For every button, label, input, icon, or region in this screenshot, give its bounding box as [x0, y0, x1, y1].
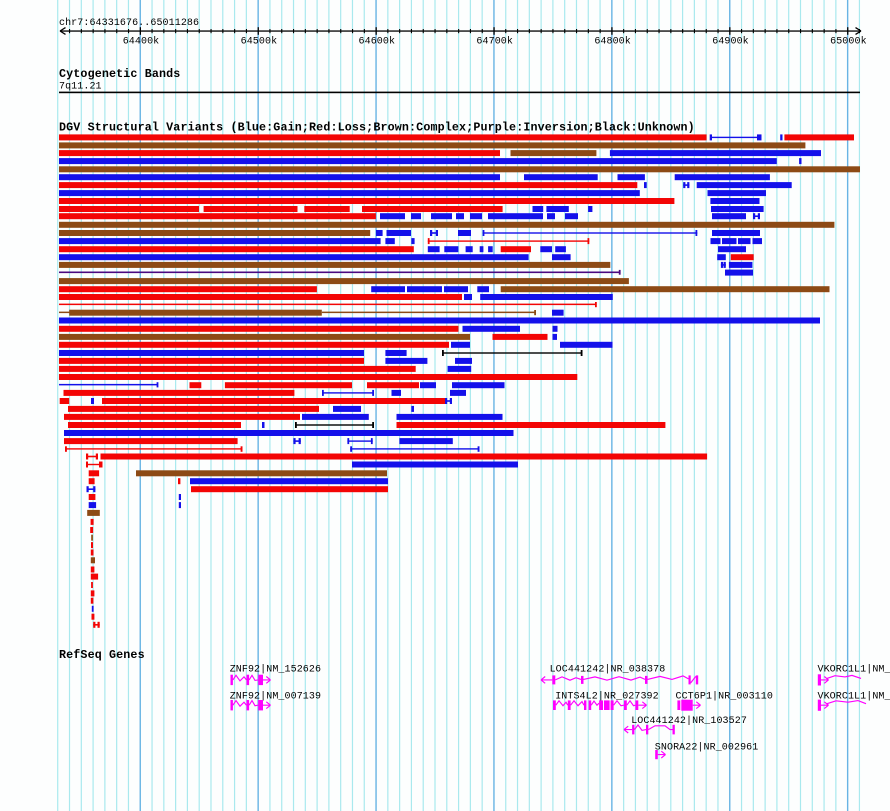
svg-text:SNORA22|NR_002961: SNORA22|NR_002961	[655, 742, 759, 754]
svg-text:DGV Structural Variants (Blue:: DGV Structural Variants (Blue:Gain;Red:L…	[59, 121, 695, 135]
svg-text:64500k: 64500k	[241, 35, 278, 47]
svg-text:Cytogenetic Bands: Cytogenetic Bands	[59, 67, 180, 81]
svg-text:64700k: 64700k	[476, 35, 513, 47]
svg-text:64600k: 64600k	[359, 35, 396, 47]
svg-text:7q11.21: 7q11.21	[59, 82, 102, 93]
svg-text:ZNF92|NM_007139: ZNF92|NM_007139	[230, 690, 321, 702]
svg-text:VKORC1L1|NM_: VKORC1L1|NM_	[818, 690, 890, 702]
svg-text:RefSeq Genes: RefSeq Genes	[59, 648, 145, 662]
svg-text:64400k: 64400k	[123, 35, 160, 47]
svg-text:CCT6P1|NR_003110: CCT6P1|NR_003110	[676, 690, 773, 702]
svg-text:VKORC1L1|NM_: VKORC1L1|NM_	[818, 663, 890, 675]
svg-text:64900k: 64900k	[712, 35, 749, 47]
svg-text:chr7:64331676..65011286: chr7:64331676..65011286	[59, 17, 199, 29]
svg-text:INTS4L2|NR_027392: INTS4L2|NR_027392	[555, 690, 659, 702]
svg-text:64800k: 64800k	[594, 35, 631, 47]
svg-text:LOC441242|NR_103527: LOC441242|NR_103527	[631, 715, 747, 727]
svg-text:65000k: 65000k	[830, 35, 867, 47]
svg-text:ZNF92|NM_152626: ZNF92|NM_152626	[230, 663, 321, 675]
svg-text:LOC441242|NR_038378: LOC441242|NR_038378	[550, 663, 666, 675]
